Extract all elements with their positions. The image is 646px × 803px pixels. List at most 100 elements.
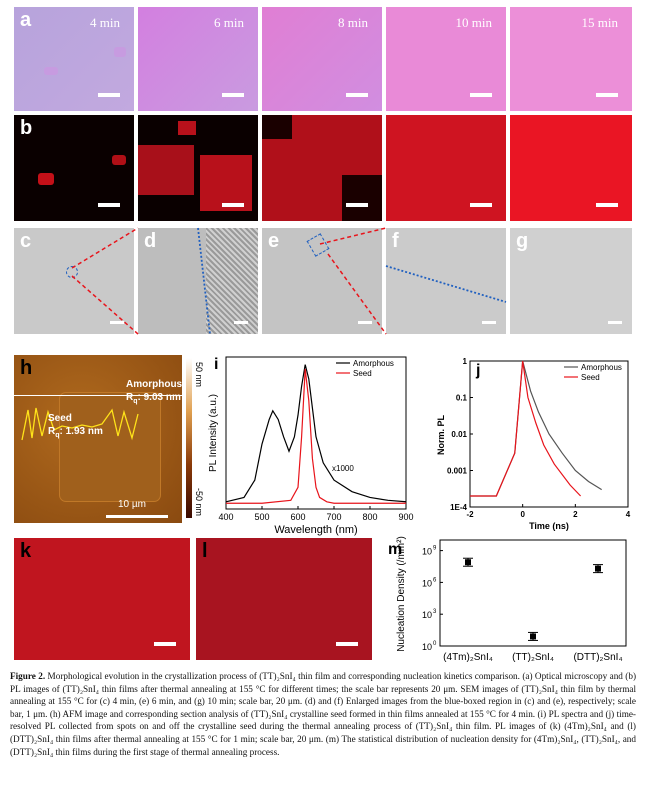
panel-label-m: m (388, 541, 402, 558)
y-tick-label: 0.001 (447, 467, 468, 476)
colorbar-top-label: 50 nm (194, 362, 204, 388)
scale-bar-label: 10 µm (118, 499, 146, 510)
x-tick-label: 800 (362, 512, 377, 522)
x-tick-label: -2 (466, 510, 474, 519)
panel-label-j: j (475, 362, 480, 379)
pl-image-4min: b (14, 115, 134, 221)
y-tick-label: 10 (422, 610, 432, 620)
pl-image-dtt: l (196, 538, 372, 660)
optical-image-10min: 10 min (386, 7, 506, 111)
category-label: (TT)₂SnI₄ (512, 652, 554, 663)
caption-text: Morphological evolution in the crystalli… (10, 671, 636, 757)
sem-image-g: g (510, 228, 632, 334)
category-label: (DTT)₂SnI₄ (573, 652, 622, 663)
scale-bar (596, 203, 618, 207)
scale-bar (358, 321, 372, 324)
colorbar-bottom-label: -50 nm (194, 488, 204, 517)
optical-image-15min: 15 min (510, 7, 632, 111)
scale-bar (154, 642, 176, 646)
legend-amorphous: Amorphous (581, 363, 622, 372)
y-tick-label: 1 (463, 357, 468, 366)
panel-label-e: e (268, 230, 280, 252)
y-tick-label: 0.1 (456, 394, 468, 403)
y-axis-label: Norm. PL (436, 415, 446, 456)
panel-label-f: f (392, 230, 399, 252)
x-tick-label: 700 (326, 512, 341, 522)
panel-label-b: b (20, 117, 33, 139)
panel-label-a: a (20, 9, 32, 31)
sem-image-f: f (386, 228, 506, 334)
x-tick-label: 500 (254, 512, 269, 522)
y-tick-exponent: 6 (433, 577, 437, 583)
pl-image-4tm: k (14, 538, 190, 660)
scale-bar (106, 515, 168, 518)
scale-bar (470, 93, 492, 97)
figure-caption: Figure 2. Morphological evolution in the… (10, 670, 636, 758)
amorphous-roughness: Rq: 9.03 nm (126, 392, 181, 405)
x-tick-label: 4 (626, 510, 631, 519)
scale-bar (346, 203, 368, 207)
x-tick-label: 600 (290, 512, 305, 522)
series-line-seed (226, 368, 406, 504)
scale-bar (98, 93, 120, 97)
series-line-amorphous (225, 364, 407, 503)
caption-lead: Figure 2. (10, 671, 46, 681)
amorphous-label: Amorphous (126, 379, 182, 390)
y-axis-label: PL Intensity (a.u.) (208, 394, 219, 472)
y-axis-label: Nucleation Density (/mm²) (396, 536, 407, 652)
seed-label: Seed (48, 413, 72, 424)
panel-label-k: k (20, 540, 32, 562)
data-point (530, 633, 536, 640)
y-tick-label: 10 (422, 547, 432, 557)
time-label: 6 min (214, 15, 244, 30)
time-label: 4 min (90, 15, 120, 30)
sem-image-d: d (138, 228, 258, 334)
seed-roughness: Rq: 1.93 nm (48, 426, 103, 439)
time-label: 8 min (338, 15, 368, 30)
scale-bar (110, 321, 124, 324)
panel-label-c: c (20, 230, 32, 252)
pl-image-15min (510, 115, 632, 221)
y-tick-label: 1E-4 (450, 503, 467, 512)
x-tick-label: 0 (520, 510, 525, 519)
scale-bar (608, 321, 622, 324)
data-point (465, 559, 471, 566)
scale-bar (222, 93, 244, 97)
optical-image-6min: 6 min (138, 7, 258, 111)
data-point (595, 565, 601, 572)
category-label: (4Tm)₂SnI₄ (443, 652, 493, 663)
y-tick-label: 10 (422, 578, 432, 588)
scale-bar (222, 203, 244, 207)
legend-amorphous: Amorphous (353, 359, 394, 368)
x-axis-label: Wavelength (nm) (274, 524, 357, 536)
scale-bar (596, 93, 618, 97)
scale-bar (234, 321, 248, 324)
scale-bar (98, 203, 120, 207)
x-axis-label: Time (ns) (529, 521, 569, 531)
scale-bar (336, 642, 358, 646)
panel-label-h: h (20, 357, 33, 379)
y-tick-exponent: 9 (433, 546, 437, 552)
pl-image-6min (138, 115, 258, 221)
legend-seed: Seed (353, 369, 372, 378)
optical-image-4min: a 4 min (14, 7, 134, 111)
afm-colorbar (186, 358, 192, 518)
afm-image: h Amorphous Rq: 9.03 nm Seed Rq: 1.93 nm… (14, 355, 182, 523)
y-tick-label: 0.01 (451, 430, 467, 439)
panel-label-l: l (202, 540, 208, 562)
scale-bar (482, 321, 496, 324)
time-label: 10 min (455, 15, 492, 30)
panel-label-d: d (144, 230, 157, 252)
scale-annotation: x1000 (332, 464, 354, 473)
x-tick-label: 2 (573, 510, 578, 519)
scale-bar (346, 93, 368, 97)
y-tick-label: 10 (422, 642, 432, 652)
pl-spectra-chart: 400 500 600 700 800 900 i x1000 Amorphous See… (208, 356, 414, 536)
afm-section-profile (21, 407, 139, 441)
pl-image-8min (262, 115, 382, 221)
series-line-seed (470, 360, 582, 497)
x-tick-label: 400 (218, 512, 233, 522)
sem-image-e: e (262, 228, 382, 334)
y-tick-exponent: 0 (433, 641, 437, 647)
